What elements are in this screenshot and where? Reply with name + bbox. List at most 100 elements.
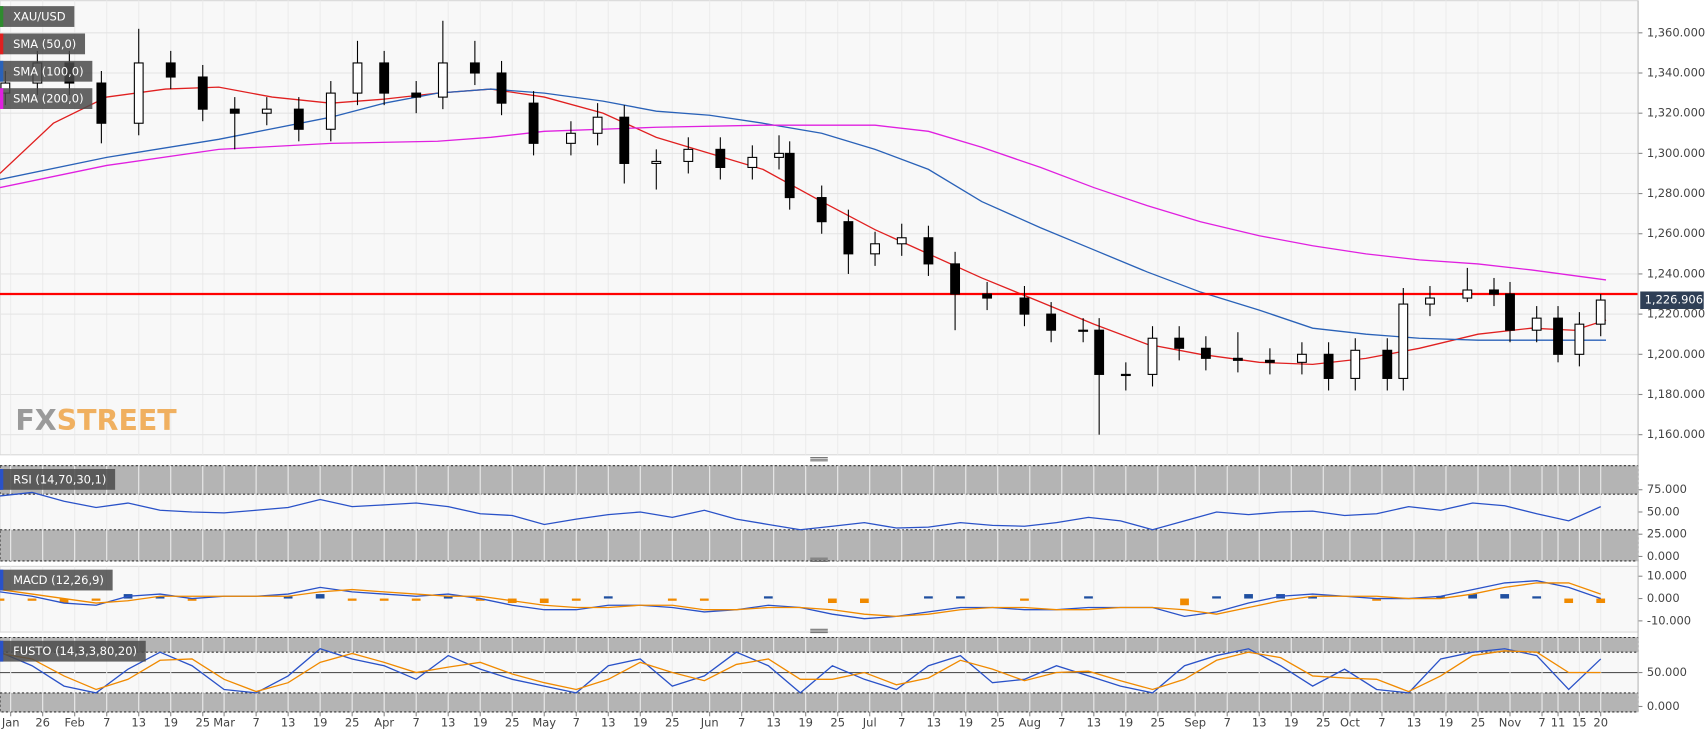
candle-body bbox=[1531, 317, 1542, 331]
x-tick-label: Jul bbox=[862, 715, 877, 729]
y-tick-label: 10.000 bbox=[1647, 569, 1687, 583]
legend-label: MACD (12,26,9) bbox=[13, 573, 104, 587]
candle-body bbox=[784, 152, 795, 199]
candle-body bbox=[1350, 349, 1361, 379]
x-tick-label: 25 bbox=[830, 715, 845, 729]
y-tick-label: 0.000 bbox=[1647, 699, 1680, 713]
histogram-bar bbox=[1500, 594, 1510, 599]
candle-body bbox=[96, 82, 107, 124]
histogram-bar bbox=[0, 598, 5, 601]
x-tick-label: 7 bbox=[1058, 715, 1065, 729]
histogram-bar bbox=[1020, 598, 1029, 601]
x-tick-label: 19 bbox=[798, 715, 813, 729]
legend-edge bbox=[0, 640, 4, 662]
candle-body bbox=[651, 160, 662, 164]
y-tick-label: 50.000 bbox=[1647, 665, 1687, 679]
candle-body bbox=[896, 237, 907, 245]
x-tick-label: 11 bbox=[1551, 715, 1566, 729]
indicator-line bbox=[0, 648, 1602, 694]
legend-edge bbox=[0, 60, 4, 82]
candle-body bbox=[1174, 337, 1185, 349]
indicator-line bbox=[0, 491, 1602, 531]
x-tick-label: 7 bbox=[1538, 715, 1545, 729]
histogram-bar bbox=[27, 598, 37, 601]
candle-body bbox=[437, 62, 448, 98]
x-tick-label: Sep bbox=[1184, 715, 1206, 729]
x-tick-label: 13 bbox=[131, 715, 146, 729]
candle-body bbox=[1296, 353, 1307, 363]
panel-background bbox=[0, 565, 1639, 633]
candle-body bbox=[469, 62, 480, 74]
candle-body bbox=[1425, 297, 1435, 305]
y-tick-label: 1,300.000 bbox=[1647, 146, 1705, 160]
y-tick-label: 1,160.000 bbox=[1647, 427, 1705, 441]
histogram-bar bbox=[411, 598, 421, 601]
candle-body bbox=[1462, 289, 1473, 299]
candle-body bbox=[197, 76, 208, 110]
candle-body bbox=[1046, 313, 1057, 331]
histogram-bar bbox=[1564, 598, 1574, 604]
y-tick-label: 1,240.000 bbox=[1647, 266, 1705, 280]
x-tick-label: 19 bbox=[1119, 715, 1134, 729]
candle-body bbox=[1264, 359, 1275, 363]
x-tick-label: 25 bbox=[990, 715, 1005, 729]
legend-label: SMA (100,0) bbox=[13, 64, 83, 78]
candle-body bbox=[133, 62, 144, 124]
x-tick-label: May bbox=[532, 715, 556, 729]
histogram-bar bbox=[91, 598, 101, 601]
y-tick-label: 1,340.000 bbox=[1647, 66, 1705, 80]
legend-label: FUSTO (14,3,3,80,20) bbox=[13, 644, 137, 658]
candle-body bbox=[843, 221, 854, 255]
candle-body bbox=[496, 72, 507, 104]
legend-edge bbox=[0, 33, 4, 55]
candle-body bbox=[1553, 317, 1563, 355]
candle-body bbox=[1574, 323, 1585, 355]
y-tick-label: -10.000 bbox=[1647, 613, 1691, 627]
candle-body bbox=[1398, 303, 1409, 379]
x-tick-label: 25 bbox=[1471, 715, 1486, 729]
x-tick-label: Aug bbox=[1019, 715, 1041, 729]
y-tick-label: 50.00 bbox=[1647, 504, 1680, 518]
legend-item: XAU/USD bbox=[0, 6, 75, 27]
x-tick-label: Feb bbox=[65, 715, 85, 729]
x-tick-label: Jan bbox=[1, 715, 20, 729]
x-tick-label: 13 bbox=[1407, 715, 1422, 729]
candle-body bbox=[816, 197, 827, 223]
histogram-bar bbox=[1084, 596, 1093, 599]
x-tick-label: 25 bbox=[505, 715, 520, 729]
histogram-bar bbox=[187, 598, 197, 601]
legend-label: RSI (14,70,30,1) bbox=[13, 472, 106, 486]
legend-edge bbox=[0, 569, 4, 591]
x-tick-label: Mar bbox=[213, 715, 235, 729]
y-tick-label: 1,360.000 bbox=[1647, 25, 1705, 39]
upper-band bbox=[0, 636, 1639, 653]
y-tick-label: 25.000 bbox=[1647, 527, 1687, 541]
candle-body bbox=[683, 148, 694, 162]
candle-body bbox=[1147, 337, 1158, 375]
x-tick-label: 19 bbox=[633, 715, 648, 729]
candle-body bbox=[747, 156, 758, 168]
x-tick-label: 19 bbox=[473, 715, 488, 729]
x-tick-label: 13 bbox=[926, 715, 941, 729]
x-tick-label: 25 bbox=[345, 715, 360, 729]
x-tick-label: 7 bbox=[103, 715, 110, 729]
histogram-bar bbox=[155, 596, 165, 599]
y-tick-label: 0.000 bbox=[1647, 591, 1680, 605]
legend-box bbox=[0, 640, 146, 662]
histogram-bar bbox=[443, 596, 453, 599]
legend-item: RSI (14,70,30,1) bbox=[0, 468, 116, 490]
y-tick-label: 0.000 bbox=[1647, 549, 1680, 563]
x-tick-label: 7 bbox=[573, 715, 580, 729]
histogram-bar bbox=[347, 598, 357, 601]
y-tick-label: 1,260.000 bbox=[1647, 226, 1705, 240]
x-tick-label: 7 bbox=[898, 715, 905, 729]
histogram-bar bbox=[539, 598, 549, 604]
y-tick-label: 75.000 bbox=[1647, 482, 1687, 496]
watermark-prefix: FX bbox=[15, 404, 56, 437]
x-tick-label: 26 bbox=[35, 715, 50, 729]
x-tick-label: 19 bbox=[313, 715, 328, 729]
candle-body bbox=[870, 243, 880, 255]
last-price-label: 1,226.906 bbox=[1645, 293, 1703, 307]
histogram-bar bbox=[827, 598, 837, 604]
x-tick-label: 19 bbox=[163, 715, 178, 729]
